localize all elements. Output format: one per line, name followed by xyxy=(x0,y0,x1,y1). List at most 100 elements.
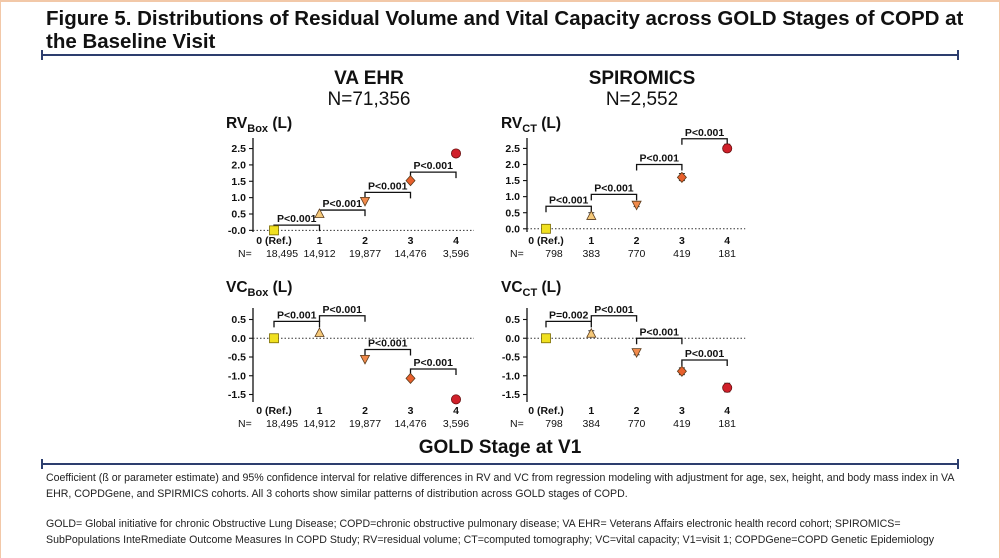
n-row-prefix: N= xyxy=(510,418,524,430)
n-value: 3,596 xyxy=(443,248,469,260)
p-value-label: P<0.001 xyxy=(368,180,408,192)
marker-stage-4-circle xyxy=(722,143,733,154)
significance-bracket xyxy=(409,171,457,179)
x-axis-title: GOLD Stage at V1 xyxy=(418,437,582,458)
p-value-label: P<0.001 xyxy=(368,338,408,350)
n-value: 419 xyxy=(673,248,691,260)
cohort-title-va-ehr: VA EHR xyxy=(334,68,404,89)
chart-panel-vc-va: VCBox (L) 0.5 0.0 -0.5 -1.0 -1.5 0 (Ref.) 1 2 3 4 N… xyxy=(226,279,474,430)
n-row-prefix: N= xyxy=(238,248,252,260)
n-value: 14,476 xyxy=(394,418,426,430)
marker-stage-1-triangle xyxy=(586,327,597,338)
marker-stage-3-diamond xyxy=(676,171,687,183)
y-tick-label: -0.5 xyxy=(228,352,246,364)
significance-bracket xyxy=(590,193,638,201)
marker-stage-2-triangle-down xyxy=(359,197,371,207)
y-tick-label: -1.5 xyxy=(502,389,520,401)
p-value-label: P<0.001 xyxy=(323,304,363,316)
marker-stage-2-triangle-down xyxy=(631,200,642,211)
n-value: 3,596 xyxy=(443,418,469,430)
marker-stage-2-triangle-down xyxy=(359,354,371,365)
significance-bracket xyxy=(409,368,457,375)
caption-abbreviations: GOLD= Global initiative for chronic Obst… xyxy=(46,518,935,546)
marker-stage-3-diamond xyxy=(405,175,416,187)
significance-bracket xyxy=(545,320,592,328)
p-value-label: P<0.001 xyxy=(594,304,634,316)
y-axis-title: VCCT (L) xyxy=(501,279,561,299)
p-value-label: P<0.001 xyxy=(549,194,589,206)
caption-coefficients: Coefficient (ß or parameter estimate) an… xyxy=(46,472,954,500)
y-tick-label: 1.5 xyxy=(231,176,246,188)
title-divider xyxy=(41,50,959,60)
y-tick-label: 0.5 xyxy=(505,314,520,326)
p-value-label: P<0.001 xyxy=(277,309,317,321)
caption-divider xyxy=(41,459,959,469)
p-value-label: P=0.002 xyxy=(549,309,589,321)
cohort-title-spiromics: SPIROMICS xyxy=(588,68,696,89)
y-tick-label: 0.0 xyxy=(231,333,246,345)
n-value: 19,877 xyxy=(349,248,381,260)
x-tick-label: 4 xyxy=(453,235,459,247)
x-tick-label: 1 xyxy=(317,235,323,247)
y-tick-label: -0.0 xyxy=(228,225,246,237)
x-tick-label: 0 (Ref.) xyxy=(256,235,292,247)
n-value: 383 xyxy=(583,248,601,260)
marker-stage-2-triangle-down xyxy=(631,348,642,358)
p-value-label: P<0.001 xyxy=(414,357,454,369)
significance-bracket xyxy=(545,205,592,213)
significance-bracket xyxy=(681,138,728,145)
marker-stage-4-circle xyxy=(722,382,733,393)
n-value: 14,912 xyxy=(303,418,335,430)
p-value-label: P<0.001 xyxy=(323,198,363,210)
marker-stage-4-circle xyxy=(450,148,461,159)
n-value: 181 xyxy=(718,418,736,430)
p-value-label: P<0.001 xyxy=(640,153,680,165)
n-value: 19,877 xyxy=(349,418,381,430)
y-tick-label: 2.5 xyxy=(231,143,246,155)
x-tick-label: 0 (Ref.) xyxy=(528,405,564,417)
significance-bracket xyxy=(273,320,321,328)
chart-panel-vc-spiromics: VCCT (L) 0.5 0.0 -0.5 -1.0 -1.5 0 (Ref.) 1 2 3 4 N=… xyxy=(501,279,746,430)
significance-bracket xyxy=(635,337,683,345)
y-tick-label: -1.0 xyxy=(228,370,246,382)
y-tick-label: 0.5 xyxy=(231,209,246,221)
p-value-label: P<0.001 xyxy=(414,160,454,172)
significance-bracket xyxy=(681,359,728,366)
significance-bracket xyxy=(364,191,412,199)
n-value: 770 xyxy=(628,418,646,430)
y-tick-label: 1.5 xyxy=(505,175,520,187)
significance-bracket xyxy=(318,315,366,322)
n-value: 14,476 xyxy=(394,248,426,260)
x-tick-label: 1 xyxy=(588,405,594,417)
x-tick-label: 2 xyxy=(362,235,368,247)
p-value-label: P<0.001 xyxy=(685,127,725,139)
y-tick-label: 0.0 xyxy=(505,333,520,345)
marker-stage-1-triangle xyxy=(586,210,597,220)
chart-panel-rv-va: RVBox (L) -0.0 0.5 1.0 1.5 2.0 2.5 0 (Ref.) 1 2 3 4… xyxy=(226,115,474,260)
x-tick-label: 1 xyxy=(317,405,323,417)
significance-bracket xyxy=(590,315,638,322)
n-value: 18,495 xyxy=(266,418,298,430)
y-tick-label: 0.0 xyxy=(505,223,520,235)
cohort-n-spiromics: N=2,552 xyxy=(605,89,679,110)
n-value: 181 xyxy=(718,248,736,260)
charts-canvas: RVBox (L)-0.00.51.01.52.02.50 (Ref.) 1 2 3 4… xyxy=(226,115,746,430)
n-row-prefix: N= xyxy=(510,248,524,260)
p-value-label: P<0.001 xyxy=(685,348,725,360)
y-axis-title: RVBox (L) xyxy=(226,115,292,135)
y-tick-label: 1.0 xyxy=(505,191,520,203)
x-tick-label: 3 xyxy=(408,405,414,417)
x-tick-label: 3 xyxy=(679,235,685,247)
p-value-label: P<0.001 xyxy=(640,326,680,338)
significance-bracket xyxy=(318,209,366,217)
n-value: 798 xyxy=(545,418,563,430)
n-value: 798 xyxy=(545,248,563,260)
y-tick-label: 1.0 xyxy=(231,192,246,204)
figure-title: Figure 5. Distributions of Residual Volu… xyxy=(46,7,964,53)
x-tick-label: 4 xyxy=(724,405,730,417)
n-row-prefix: N= xyxy=(238,418,252,430)
p-value-label: P<0.001 xyxy=(277,213,317,225)
x-tick-label: 2 xyxy=(634,235,640,247)
y-tick-label: 2.0 xyxy=(505,159,520,171)
marker-stage-0-square xyxy=(269,225,279,236)
